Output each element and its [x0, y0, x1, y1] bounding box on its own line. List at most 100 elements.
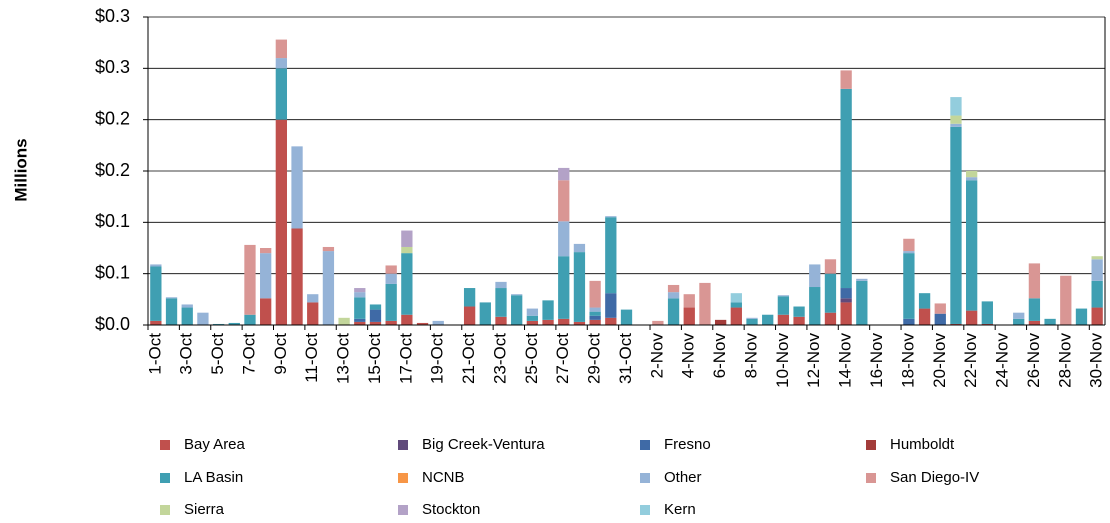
- x-tick-label: 2-Nov: [647, 333, 666, 379]
- bar-segment: [197, 312, 209, 325]
- legend-swatch: [398, 473, 408, 483]
- bar-segment: [667, 284, 680, 293]
- bar-segment: [275, 119, 288, 326]
- legend-swatch: [398, 440, 408, 450]
- bar-segment: [777, 314, 790, 325]
- bar-segment: [589, 280, 601, 308]
- x-tick-label: 8-Nov: [741, 333, 760, 379]
- bar-segment: [903, 238, 915, 252]
- x-tick-label: 3-Oct: [177, 333, 196, 375]
- legend-swatch: [160, 473, 170, 483]
- bar-segment: [385, 283, 397, 321]
- x-tick-label: 9-Oct: [271, 333, 290, 375]
- x-tick-label: 11-Oct: [302, 333, 321, 383]
- legend-swatch: [866, 440, 876, 450]
- bar-segment: [746, 317, 758, 319]
- bar-segment: [307, 294, 319, 303]
- bar-segment: [401, 253, 413, 315]
- bar-segment: [558, 318, 570, 325]
- bar-segment: [809, 264, 821, 288]
- x-tick-label: 24-Nov: [993, 333, 1012, 388]
- legend-label: San Diego-IV: [890, 469, 979, 486]
- bar-segment: [463, 288, 476, 307]
- y-tick-label: $0.3: [95, 57, 130, 77]
- bar-segment: [950, 323, 962, 325]
- legend-label: Bay Area: [184, 436, 246, 453]
- legend-label: Kern: [664, 501, 696, 518]
- y-tick-label: $0.1: [95, 262, 130, 282]
- bar-segment: [495, 288, 507, 317]
- x-tick-label: 17-Oct: [396, 333, 415, 384]
- x-tick-label: 25-Oct: [522, 333, 541, 384]
- bar-segment: [950, 126, 962, 324]
- x-tick-label: 20-Nov: [930, 333, 949, 388]
- bar-segment: [260, 298, 272, 325]
- bar-segment: [150, 266, 162, 321]
- bar-segment: [401, 246, 413, 254]
- bar-segment: [416, 322, 429, 325]
- bar-segment: [730, 302, 742, 308]
- bar-segment: [1075, 308, 1088, 325]
- legend-swatch: [640, 440, 650, 450]
- bar-segment: [150, 320, 162, 325]
- bar-segment: [275, 58, 288, 69]
- bar-segment: [307, 302, 319, 325]
- bar-segment: [228, 322, 240, 325]
- x-tick-label: 30-Nov: [1087, 333, 1106, 388]
- bar-segment: [573, 252, 586, 322]
- bar-segment: [573, 243, 586, 253]
- bar-segment: [495, 316, 507, 325]
- bar-segment: [369, 309, 382, 322]
- y-tick-label: $0.1: [95, 211, 130, 231]
- bar-segment: [479, 302, 491, 325]
- legend-swatch: [866, 473, 876, 483]
- bar-segment: [1013, 312, 1025, 319]
- legend-label: Stockton: [422, 501, 480, 518]
- bar-segment: [824, 312, 837, 325]
- x-tick-label: 19-Oct: [428, 333, 447, 384]
- bar-segment: [260, 248, 272, 254]
- bar-segment: [275, 39, 288, 59]
- x-tick-label: 16-Nov: [867, 333, 886, 388]
- x-tick-label: 23-Oct: [490, 333, 509, 384]
- bar-segment: [1028, 263, 1041, 299]
- bar-segment: [840, 88, 852, 289]
- legend-swatch: [398, 505, 408, 515]
- bar-segment: [495, 281, 507, 289]
- legend-label: Fresno: [664, 436, 711, 453]
- legend-label: NCNB: [422, 469, 465, 486]
- bar-segment: [526, 315, 539, 321]
- bar-segment: [730, 293, 742, 303]
- bar-segment: [511, 295, 523, 325]
- bar-segment: [667, 298, 680, 325]
- bar-segment: [181, 304, 193, 308]
- bar-segment: [934, 313, 946, 325]
- bar-segment: [965, 180, 978, 311]
- bar-segment: [401, 314, 413, 325]
- y-tick-label: $0.2: [95, 108, 130, 128]
- bar-segment: [683, 294, 695, 308]
- bar-segment: [369, 304, 382, 310]
- bar-segment: [746, 318, 758, 325]
- bar-segment: [463, 306, 476, 325]
- x-tick-label: 15-Oct: [365, 333, 384, 384]
- x-tick-label: 28-Nov: [1055, 333, 1074, 388]
- x-tick-label: 13-Oct: [334, 333, 353, 384]
- x-tick-label: 7-Oct: [239, 333, 258, 375]
- bar-segment: [793, 306, 805, 317]
- bar-segment: [777, 296, 790, 315]
- y-tick-label: $0.2: [95, 160, 130, 180]
- bar-segment: [401, 230, 413, 247]
- bar-segment: [652, 320, 664, 325]
- bar-segment: [338, 317, 350, 325]
- bar-segment: [965, 177, 978, 181]
- bar-segment: [542, 319, 554, 325]
- bar-segment: [1091, 307, 1103, 325]
- x-tick-label: 26-Nov: [1024, 333, 1043, 388]
- bar-segment: [605, 217, 617, 294]
- bar-segment: [809, 287, 821, 325]
- bar-segment: [260, 253, 272, 299]
- bar-segment: [511, 294, 523, 296]
- bar-segment: [1013, 318, 1025, 325]
- bar-segment: [840, 298, 852, 303]
